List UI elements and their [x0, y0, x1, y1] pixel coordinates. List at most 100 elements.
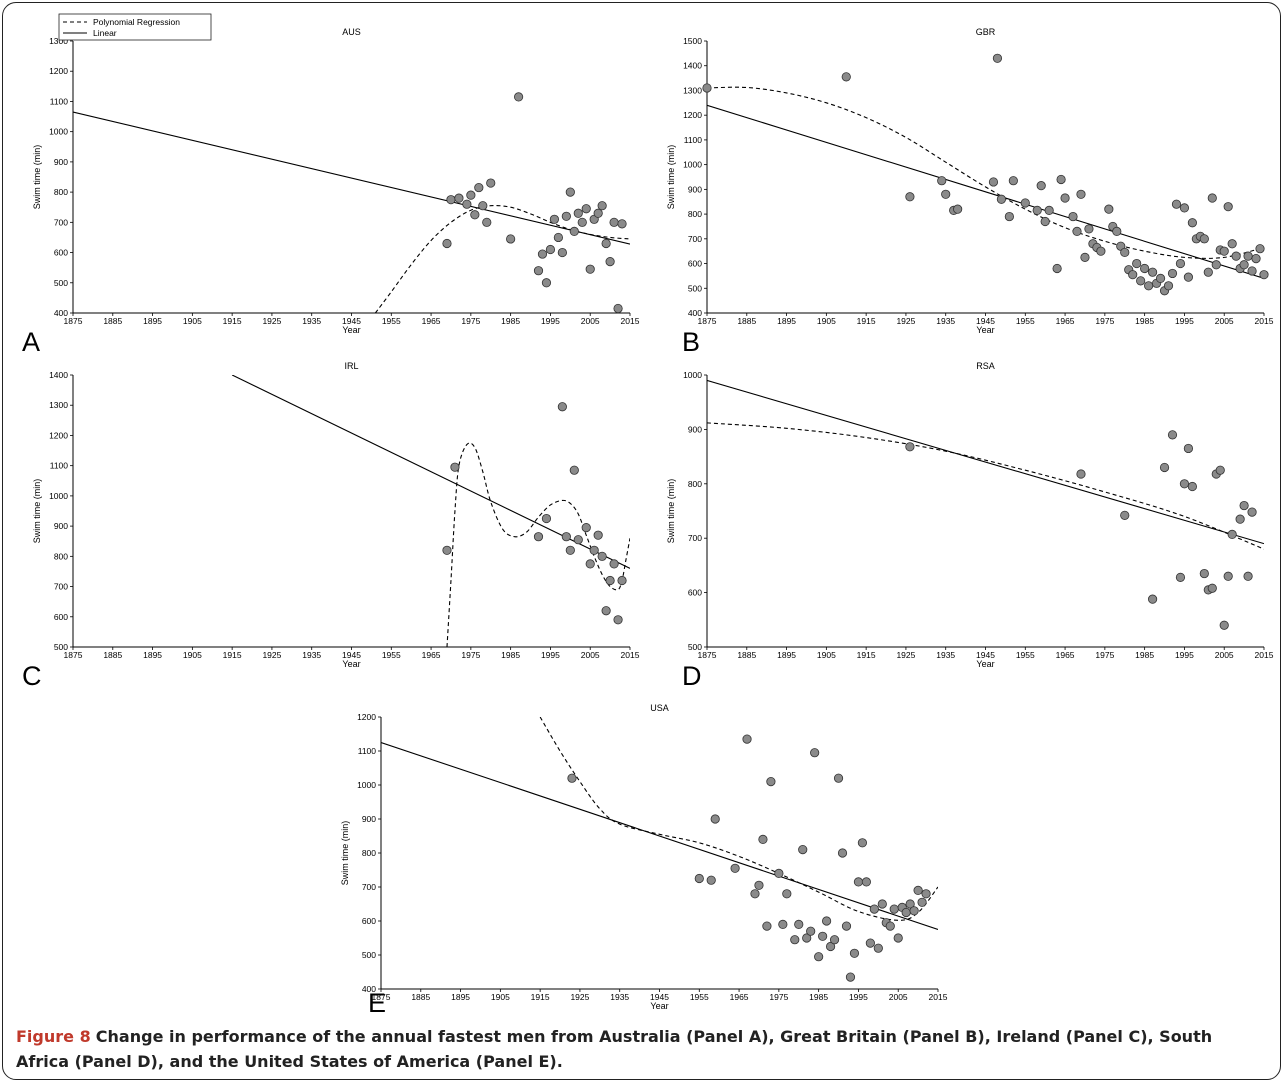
data-point	[533, 532, 544, 542]
x-tick-label: 1945	[976, 650, 995, 660]
y-tick-label: 1100	[358, 746, 377, 756]
data-point	[1008, 176, 1018, 186]
data-point	[1219, 620, 1229, 630]
y-tick-label: 700	[688, 234, 702, 244]
data-point	[585, 264, 595, 274]
data-point	[778, 919, 788, 929]
x-tick-label: 1905	[817, 650, 836, 660]
plot-area	[381, 717, 938, 931]
data-point	[1187, 481, 1197, 492]
data-point	[937, 176, 947, 186]
data-point	[694, 873, 704, 884]
data-point	[829, 935, 840, 945]
x-tick-label: 1955	[1016, 316, 1035, 326]
y-tick-label: 800	[54, 187, 68, 197]
data-point	[561, 211, 571, 221]
data-point	[466, 190, 476, 200]
data-point	[442, 238, 452, 249]
data-point	[917, 897, 927, 907]
data-point	[474, 182, 484, 193]
legend-box	[58, 13, 212, 41]
data-point	[1167, 430, 1178, 440]
data-point	[1231, 251, 1241, 261]
data-point	[1147, 267, 1158, 277]
x-tick-label: 1885	[737, 650, 756, 660]
data-point	[909, 906, 919, 916]
data-point	[1147, 594, 1158, 604]
data-point	[549, 214, 560, 224]
y-tick-label: 700	[54, 217, 68, 227]
caption-text: Change in performance of the annual fast…	[16, 1027, 1213, 1071]
x-tick-label: 1975	[461, 316, 480, 326]
data-point	[762, 921, 772, 931]
panel-letter-b: B	[682, 327, 701, 357]
data-point	[1144, 281, 1154, 291]
y-tick-label: 800	[688, 209, 702, 219]
data-point	[1207, 583, 1217, 593]
data-point	[1167, 268, 1178, 279]
data-point	[766, 777, 776, 787]
panel-letter-a: A	[22, 327, 41, 357]
data-point	[1179, 203, 1190, 213]
x-tick-label: 1945	[342, 316, 361, 326]
data-point	[821, 916, 832, 926]
x-tick-label: 1995	[849, 992, 868, 1002]
x-tick-label: 1955	[690, 992, 709, 1002]
y-tick-label: 1000	[357, 780, 376, 790]
x-tick-label: 1935	[302, 650, 321, 660]
y-axis-label: Swim time (min)	[32, 479, 42, 544]
y-tick-label: 600	[688, 588, 702, 598]
data-point	[506, 234, 516, 244]
data-point	[992, 53, 1003, 63]
data-point	[1223, 571, 1233, 581]
data-point	[889, 904, 899, 914]
linear-regression-line	[381, 741, 938, 931]
y-axis-label: Swim time (min)	[666, 145, 676, 210]
x-tick-label: 1985	[501, 316, 520, 326]
x-axis-label: Year	[976, 659, 994, 669]
chart-panel-irl: IRL 500 600 700 800 900 1000 1100 1200 1300 1400 18…	[32, 361, 640, 669]
data-point	[802, 933, 812, 943]
data-point	[1128, 270, 1138, 280]
data-point	[742, 734, 752, 744]
data-point	[1072, 226, 1082, 236]
data-point	[446, 195, 456, 205]
y-tick-label: 1100	[50, 96, 69, 106]
y-tick-label: 600	[688, 259, 702, 269]
y-tick-label: 900	[54, 157, 68, 167]
y-tick-label: 700	[54, 582, 68, 592]
y-tick-label: 500	[54, 278, 68, 288]
data-point	[865, 938, 875, 948]
x-tick-label: 1885	[103, 650, 122, 660]
data-point	[1120, 510, 1130, 520]
polynomial-regression-curve	[707, 86, 1264, 259]
x-tick-label: 1955	[382, 650, 401, 660]
y-tick-label: 1000	[683, 370, 702, 380]
data-point	[581, 204, 591, 214]
data-point	[585, 559, 595, 569]
y-tick-label: 1000	[49, 127, 68, 137]
data-point	[442, 545, 452, 555]
data-point	[833, 773, 844, 783]
polynomial-regression-curve	[539, 717, 938, 921]
x-tick-label: 1905	[183, 316, 202, 326]
data-point	[561, 532, 571, 542]
y-tick-label: 1400	[49, 370, 68, 380]
x-tick-label: 1945	[650, 992, 669, 1002]
data-point	[798, 845, 808, 855]
x-tick-label: 1955	[1016, 650, 1035, 660]
y-tick-label: 1300	[683, 85, 702, 95]
plot-area	[707, 86, 1264, 279]
y-tick-label: 400	[54, 308, 68, 318]
data-point	[581, 523, 591, 533]
data-point	[841, 72, 851, 82]
data-point	[1036, 181, 1046, 191]
data-point	[533, 266, 544, 276]
panel-letter-c: C	[22, 661, 42, 691]
x-tick-label: 1875	[64, 316, 83, 326]
x-tick-label: 1915	[223, 316, 242, 326]
x-tick-label: 1925	[896, 650, 915, 660]
data-point	[1136, 276, 1146, 286]
y-tick-label: 600	[54, 612, 68, 622]
